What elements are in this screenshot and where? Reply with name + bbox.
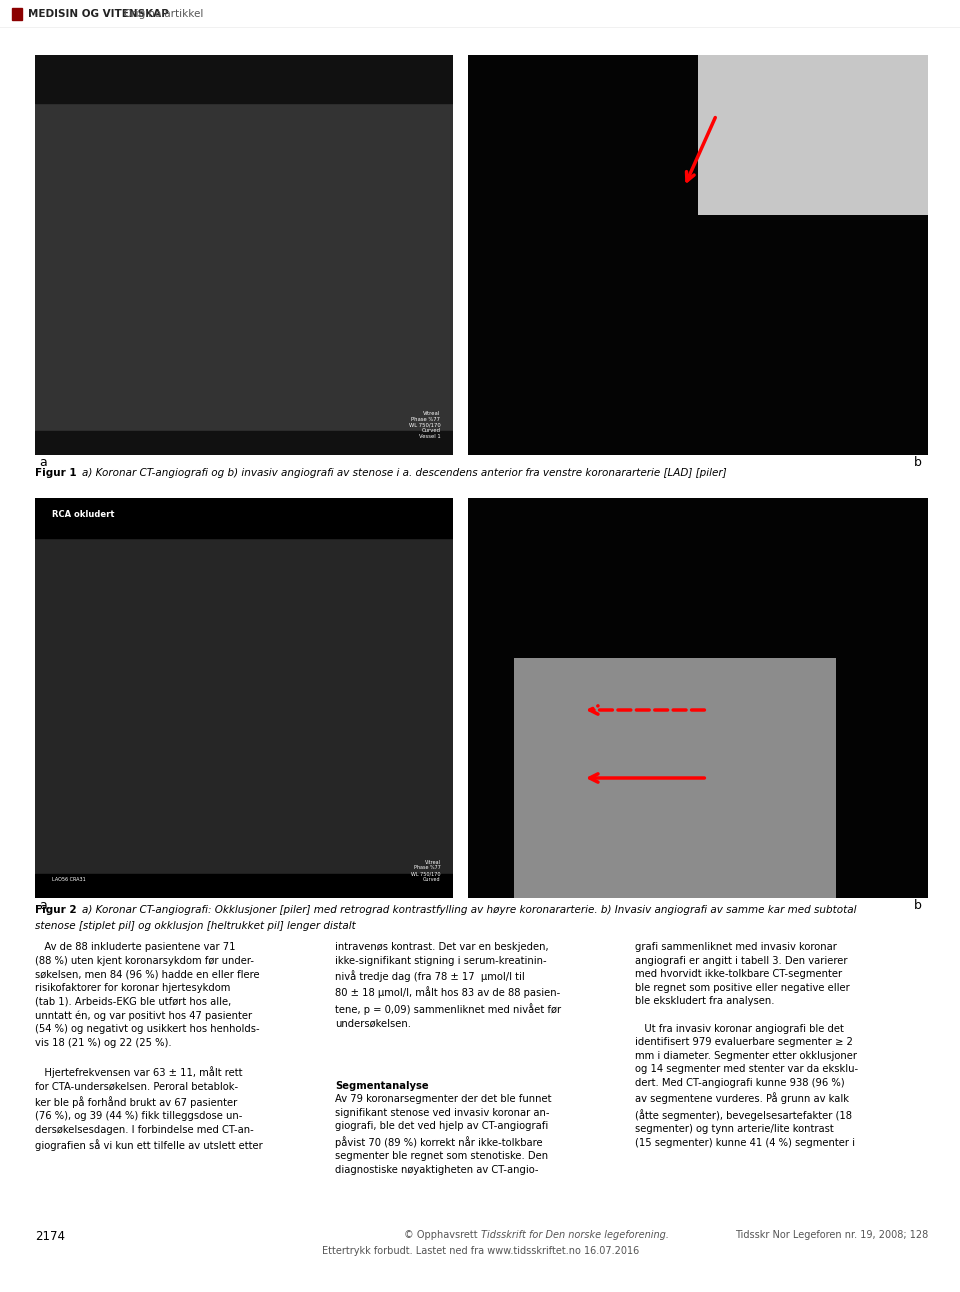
Text: Vitreal
Phase %77
WL 750/170
Curved: Vitreal Phase %77 WL 750/170 Curved [411,859,441,882]
Text: LAO56 CRA31: LAO56 CRA31 [52,877,85,882]
Bar [12,8,22,19]
Text: Segmentanalyse: Segmentanalyse [335,1081,428,1092]
Bar [35,432,453,455]
Text: intravenøs kontrast. Det var en beskjeden,
ikke-signifikant stigning i serum-kre: intravenøs kontrast. Det var en beskjede… [335,942,562,1028]
Text: b: b [914,456,922,469]
Bar [35,873,453,898]
Text: Figur 1: Figur 1 [35,468,77,478]
Text: © Opphavsrett: © Opphavsrett [404,1230,481,1240]
Text: a: a [39,899,47,912]
Text: Tidsskrift for Den norske legeforening.: Tidsskrift for Den norske legeforening. [481,1230,669,1240]
Text: Ettertrykk forbudt. Lastet ned fra www.tidsskriftet.no 16.07.2016: Ettertrykk forbudt. Lastet ned fra www.t… [323,1245,639,1256]
Text: MEDISIN OG VITENSKAP: MEDISIN OG VITENSKAP [28,9,169,19]
Text: Originalartikkel: Originalartikkel [123,9,204,19]
Text: a) Koronar CT-angiografi: Okklusjoner [piler] med retrograd kontrastfylling av h: a) Koronar CT-angiografi: Okklusjoner [p… [82,904,856,915]
Bar [35,497,453,537]
Text: grafi sammenliknet med invasiv koronar
angiografi er angitt i tabell 3. Den vari: grafi sammenliknet med invasiv koronar a… [635,942,858,1147]
Text: b: b [914,899,922,912]
Text: Av de 88 inkluderte pasientene var 71
(88 %) uten kjent koronarsykdom før under-: Av de 88 inkluderte pasientene var 71 (8… [35,942,263,1151]
Text: Vitreal
Phase %77
WL 750/170
Curved
Vessel 1: Vitreal Phase %77 WL 750/170 Curved Vess… [409,411,441,439]
Text: Tidsskr Nor Legeforen nr. 19, 2008; 128: Tidsskr Nor Legeforen nr. 19, 2008; 128 [734,1230,928,1240]
Text: a: a [39,456,47,469]
Bar [35,56,453,103]
Text: a) Koronar CT-angiografi og b) invasiv angiografi av stenose i a. descendens ant: a) Koronar CT-angiografi og b) invasiv a… [82,468,727,478]
Text: Av 79 koronarsegmenter der det ble funnet
signifikant stenose ved invasiv korona: Av 79 koronarsegmenter der det ble funne… [335,1094,551,1174]
Text: stenose [stiplet pil] og okklusjon [heltrukket pil] lenger distalt: stenose [stiplet pil] og okklusjon [helt… [35,921,356,932]
Text: RCA okludert: RCA okludert [52,510,114,519]
Text: 2174: 2174 [35,1230,65,1243]
Text: Figur 2: Figur 2 [35,904,77,915]
